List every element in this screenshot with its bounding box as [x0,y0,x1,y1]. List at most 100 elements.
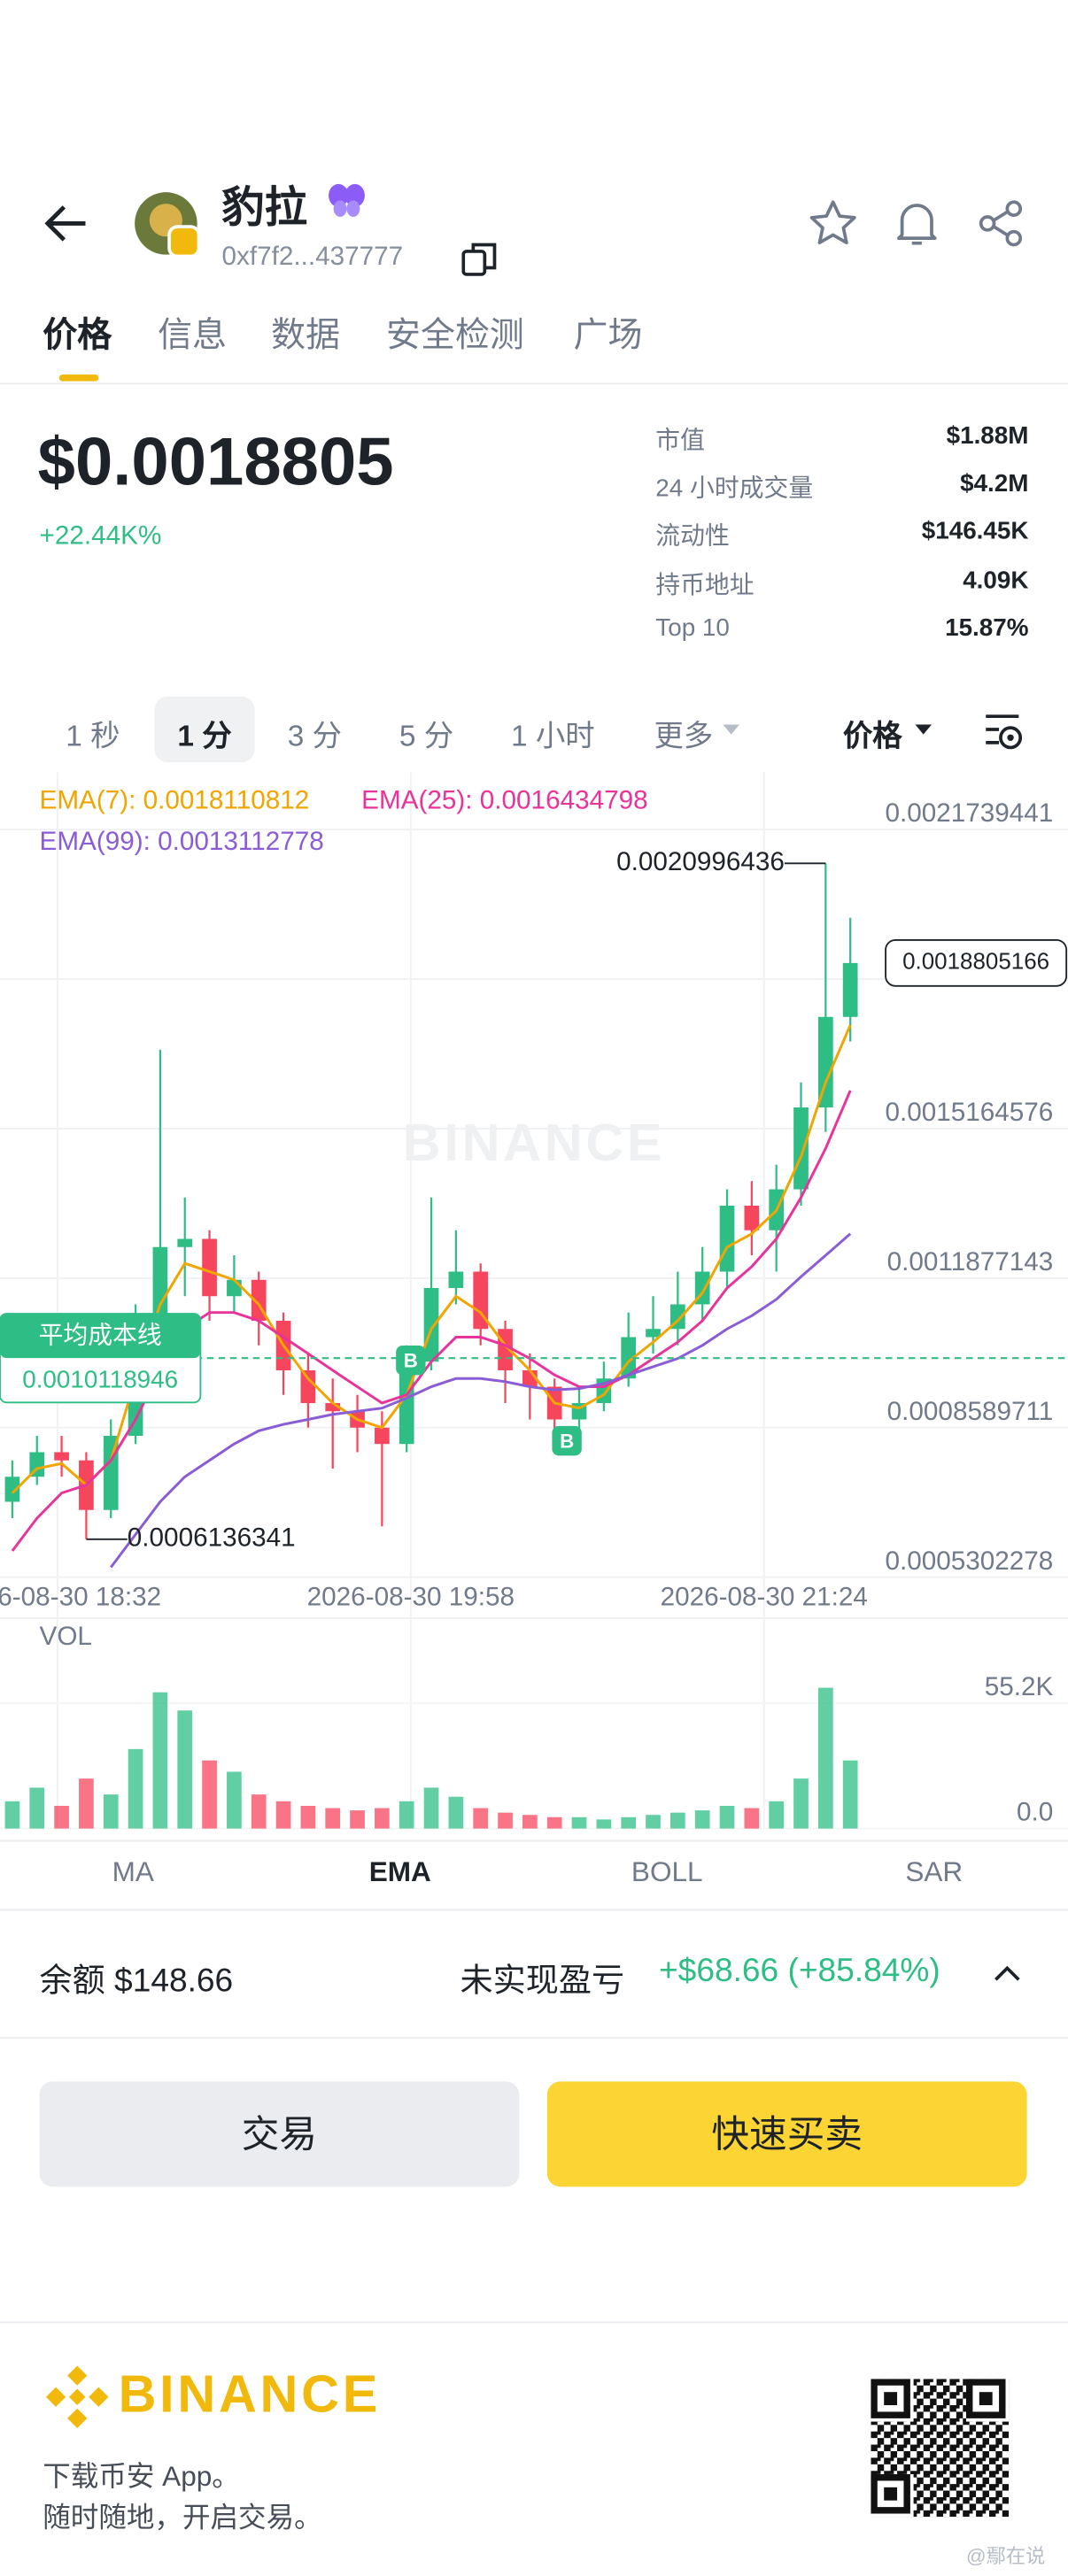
volume-bar [621,1816,637,1829]
interval-more[interactable]: 更多 [654,719,714,753]
volume-bar [670,1812,685,1829]
candle-body [4,1477,20,1502]
volume-bar [375,1808,390,1829]
volume-bar [596,1819,612,1829]
volume-bar [275,1801,291,1829]
y-tick-label: 0.0015164576 [885,1098,1053,1127]
buy-marker [396,1345,426,1376]
tab[interactable]: 信息 [158,317,228,355]
volume-bar [842,1760,858,1829]
interval[interactable]: 1 分 [177,719,232,753]
price-change: +22.44K% [39,522,162,551]
trade-button[interactable]: 交易 [39,2081,520,2187]
volume-bar [4,1801,20,1829]
stat-label: 24 小时成交量 [655,474,814,504]
chart-settings[interactable] [983,710,1025,752]
candle-body [448,1271,464,1288]
candle-body [719,1205,735,1272]
volume-bar [546,1816,562,1829]
divider [0,1839,1068,1842]
volume-bar [300,1805,316,1829]
interval-active-bg [154,696,255,763]
buy-marker [552,1425,582,1456]
stat-label: Top 10 [655,613,730,643]
volume-bar [817,1687,833,1829]
interval[interactable]: 1 秒 [66,719,120,753]
quick-trade-button[interactable]: 快速买卖 [546,2081,1027,2187]
balance: 余额 $148.66 [39,1963,234,2000]
expand-button[interactable] [994,1963,1021,1983]
volume-bar [646,1815,661,1829]
volume-bar [152,1692,168,1829]
volume-bar [522,1815,538,1829]
divider [0,1909,1068,1911]
copy-button[interactable] [461,242,498,278]
volume-bar [719,1805,735,1829]
pnl-value: +$68.66 (+85.84%) [659,1953,940,1990]
ema-line [110,1232,852,1569]
interval[interactable]: 5 分 [399,719,454,753]
footer-text: 下载币安 App。 [43,2461,240,2493]
chart-mode[interactable]: 价格 [842,719,902,753]
candle-body [325,1402,341,1412]
candle-body [793,1107,809,1190]
stat-value: 4.09K [963,566,1029,595]
divider [0,2037,1068,2040]
tab[interactable]: 安全检测 [386,317,524,355]
volume-bar [473,1808,489,1829]
buy-marker-label: B [404,1349,418,1371]
legend-entry: EMA(25): 0.0016434798 [361,786,647,815]
alert-button[interactable] [892,199,941,249]
indicator-tab[interactable]: EMA [368,1856,431,1888]
brand-logo [45,2365,109,2429]
volume-tick-label: 0.0 [1017,1798,1053,1827]
volume-bar [103,1794,119,1829]
tab-indicator [58,374,99,382]
candle-body [300,1369,316,1403]
badge-icon [329,183,365,217]
volume-bar [423,1787,439,1829]
candle-body [177,1238,193,1247]
indicator-tab[interactable]: SAR [905,1856,964,1888]
interval[interactable]: 1 小时 [511,719,595,753]
stat-value: $4.2M [960,470,1029,498]
volume-bar [350,1810,365,1829]
indicator-tab[interactable]: BOLL [631,1856,703,1888]
y-tick-label: 0.0008589711 [887,1397,1054,1426]
candle-body [744,1205,760,1230]
legend-entry: EMA(7): 0.0018110812 [40,786,310,815]
candles [4,863,858,1539]
credit: @鄢在说 [965,2544,1046,2568]
qr-code [871,2379,1010,2518]
x-tick-label: 2026-08-30 21:24 [661,1583,868,1612]
candle-body [375,1427,390,1445]
tab[interactable]: 数据 [271,317,341,355]
price-chart: BINANCE0.00217394410.00184520090.0015164… [0,772,1068,1830]
candle-body [54,1452,69,1461]
brand-name: BINANCE [118,2364,382,2424]
buy-marker-label: B [560,1430,574,1452]
watermark: BINANCE [403,1113,665,1172]
candle-body [842,962,858,1017]
indicator-tab[interactable]: MA [112,1856,154,1888]
volume-bar [498,1812,513,1829]
tab[interactable]: 广场 [573,317,643,355]
stat-label: 市值 [655,427,705,456]
tab[interactable]: 价格 [43,317,112,355]
candle-body [227,1279,242,1297]
low-label: 0.0006136341 [128,1523,296,1553]
back-button[interactable] [43,204,89,243]
legend-entry: EMA(99): 0.0013112778 [40,827,324,856]
divider [0,382,1068,385]
volume-bar [202,1760,217,1829]
volume-bar [128,1748,143,1829]
volume-bar [79,1778,94,1829]
volume-bar [694,1810,710,1829]
interval[interactable]: 3 分 [287,719,342,753]
share-button[interactable] [978,199,1027,249]
volume-bar [177,1710,193,1829]
token-name: 豹拉 [221,182,307,232]
favorite-button[interactable] [809,199,858,249]
volume-bar [571,1816,587,1829]
